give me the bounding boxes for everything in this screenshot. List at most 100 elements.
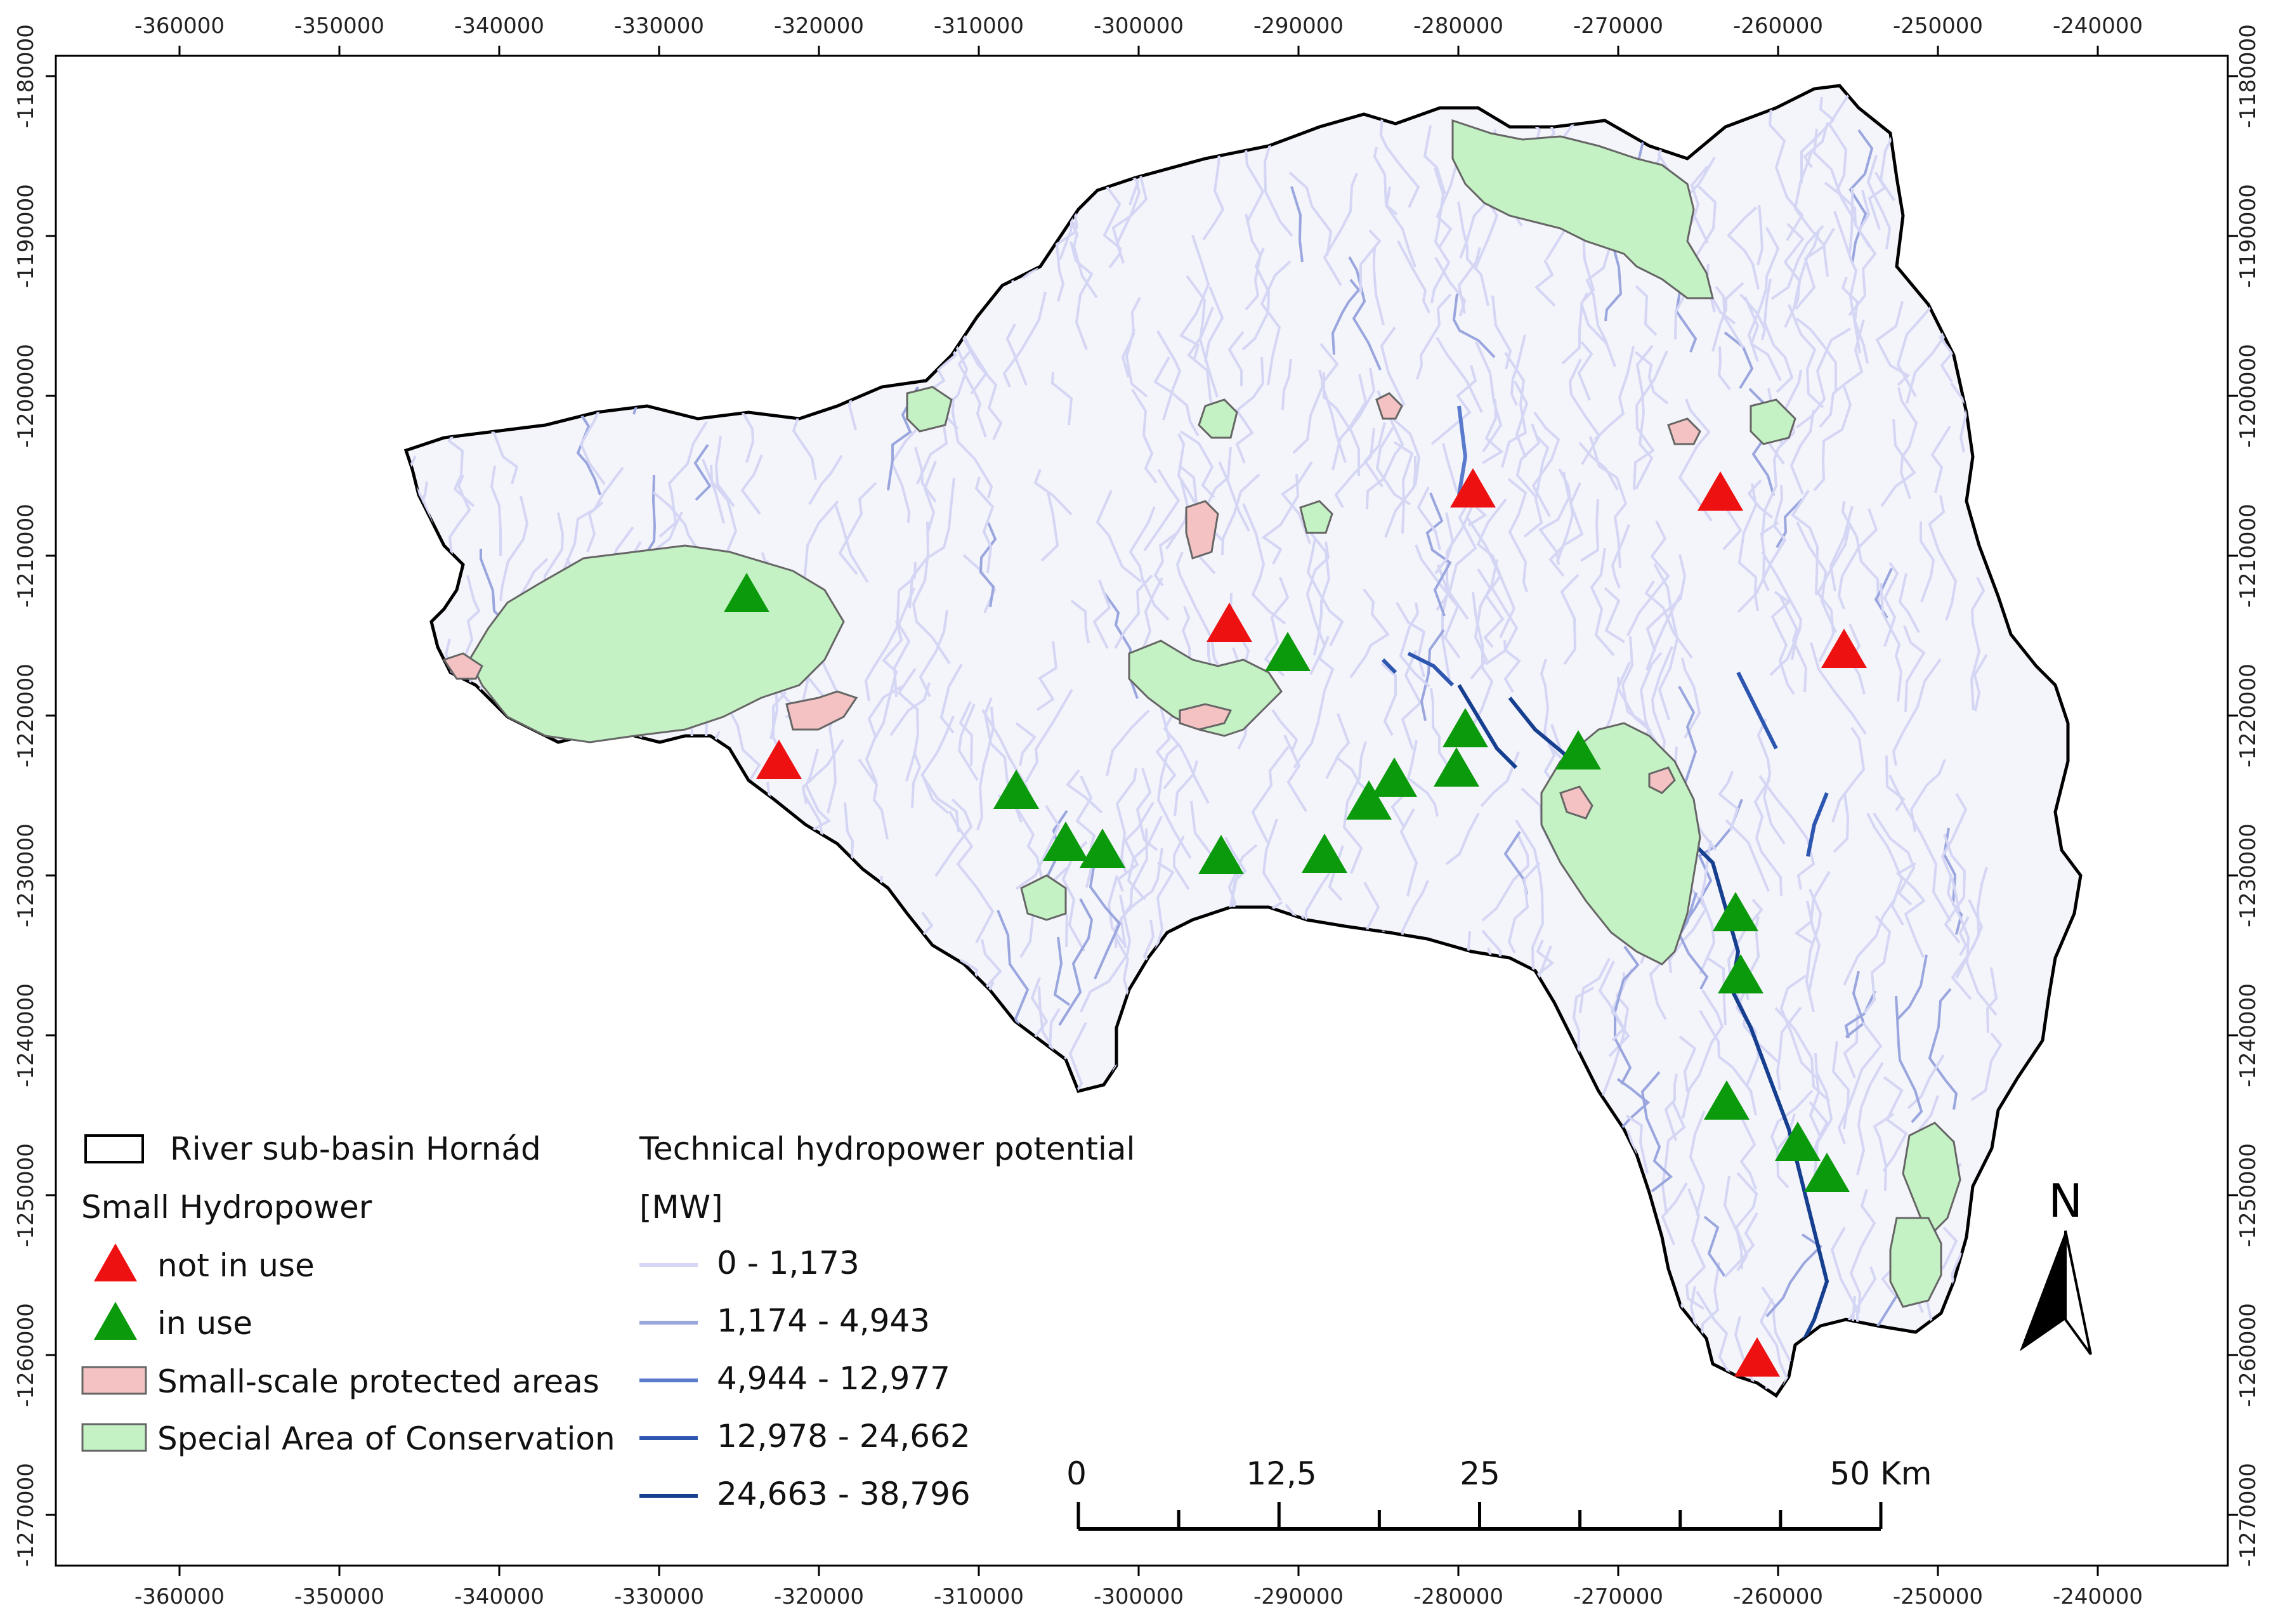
- river-segment: [1060, 1163, 1080, 1224]
- river-segment: [1651, 646, 1673, 770]
- river-segment: [1261, 473, 1300, 565]
- river-segment: [578, 823, 618, 917]
- river-segment: [1589, 436, 1628, 568]
- river-segment: [1464, 591, 1494, 740]
- river-segment: [668, 1042, 685, 1099]
- river-segment: [1580, 499, 1600, 562]
- protected-area-2: [785, 690, 858, 731]
- river-segment: [1390, 1087, 1421, 1219]
- river-segment: [792, 413, 817, 480]
- river-segment: [1598, 960, 1626, 1042]
- river-segment: [1373, 147, 1398, 216]
- river-segment: [1092, 579, 1111, 649]
- river-segment: [782, 275, 822, 357]
- x-tick-label-top: -260000: [1733, 13, 1823, 39]
- river-segment: [1264, 577, 1290, 677]
- river-segment: [838, 481, 877, 575]
- river-segment: [1037, 1382, 1061, 1396]
- river-segment: [650, 988, 667, 1051]
- river-segment: [1135, 768, 1158, 851]
- legend-class-label: 1,174 - 4,943: [717, 1302, 930, 1339]
- red-triangle-icon: [1698, 471, 1743, 511]
- green-triangle-icon: [1555, 730, 1601, 769]
- river-segment: [1262, 818, 1282, 901]
- x-tick-label-top: -340000: [454, 13, 544, 39]
- river-segment: [911, 751, 922, 809]
- river-segment: [1717, 346, 1731, 391]
- green-triangle-icon: [1804, 1153, 1850, 1192]
- river-segment: [1281, 461, 1313, 544]
- river-segment: [1758, 775, 1815, 890]
- river-segment: [659, 235, 694, 334]
- river-segment: [1397, 240, 1430, 313]
- river-segment: [1173, 835, 1190, 891]
- river-segment: [1129, 1344, 1165, 1392]
- legend-hydropower-heading: Small Hydropower: [81, 1189, 372, 1226]
- river-segment: [1903, 625, 1926, 712]
- y-tick-label-right: -1250000: [2235, 1143, 2261, 1247]
- river-segment: [1217, 1127, 1251, 1227]
- river-segment: [1795, 317, 1837, 393]
- river-segment: [1412, 1086, 1440, 1186]
- legend-protected-swatch: [81, 1366, 147, 1395]
- river-segment: [1585, 246, 1616, 367]
- river-segment: [843, 313, 875, 353]
- river-segment: [1401, 986, 1429, 1047]
- river-segment: [619, 306, 634, 395]
- river-segment: [1793, 231, 1820, 309]
- river-segment: [1251, 1025, 1290, 1134]
- river-segment: [530, 926, 558, 1051]
- river-segment: [1157, 1212, 1195, 1270]
- river-segment: [858, 758, 889, 840]
- river-segment: [1332, 1152, 1364, 1249]
- river-segment: [1484, 1171, 1514, 1264]
- river-segment: [1115, 768, 1137, 874]
- river-segment: [907, 1247, 929, 1309]
- river-segment: [1548, 1108, 1565, 1217]
- river-segment: [1873, 812, 1916, 906]
- river-segment: [1955, 867, 1988, 979]
- river-segment: [1384, 456, 1416, 538]
- x-tick-label-top: -240000: [2053, 13, 2143, 39]
- river-segment: [1554, 1169, 1573, 1218]
- x-tick-label-bottom: -310000: [934, 1584, 1024, 1609]
- protected-area-6: [1648, 766, 1676, 794]
- river-segment: [1130, 1385, 1151, 1396]
- river-segment: [1507, 861, 1541, 953]
- river-segment: [1718, 771, 1739, 831]
- legend-potential-classes: 0 - 1,173 1,174 - 4,943 4,944 - 12,977 12,9…: [639, 1245, 971, 1512]
- river-segment: [952, 1026, 981, 1140]
- river-segment: [934, 798, 973, 877]
- river-segment: [1301, 971, 1345, 1092]
- sac-area-south: [1889, 1217, 1942, 1308]
- river-segment: [1924, 140, 1956, 244]
- river-segment: [808, 454, 843, 506]
- river-segment: [800, 203, 821, 257]
- protected-area-1: [442, 652, 483, 680]
- river-segment: [1481, 1346, 1500, 1396]
- coordinate-ticks: -360000 -360000 -350000 -350000 -340000 -3400…: [13, 13, 2261, 1609]
- x-tick-label-top: -360000: [134, 13, 225, 39]
- river-segment: [1568, 358, 1601, 466]
- river-segment: [505, 171, 532, 223]
- river-segment: [1699, 1009, 1757, 1116]
- river-segment: [858, 131, 902, 181]
- river-segment: [1306, 539, 1344, 646]
- protected-area-7: [1667, 417, 1701, 445]
- river-segment: [1347, 367, 1376, 432]
- river-segment: [1321, 1075, 1345, 1136]
- river-segment: [1350, 1218, 1382, 1306]
- river-segment: [599, 105, 634, 181]
- river-segment: [1325, 1285, 1371, 1389]
- river-segment: [1837, 1021, 1883, 1144]
- river-segment: [919, 1224, 945, 1276]
- river-segment: [967, 1248, 997, 1315]
- river-segment: [1089, 863, 1122, 979]
- river-segment: [1534, 259, 1556, 307]
- river-segment: [1441, 1367, 1461, 1396]
- scale-bar-ticks: [1076, 1502, 1883, 1531]
- river-segment: [1920, 138, 1956, 219]
- sac-area-small-1: [1020, 874, 1067, 921]
- river-segment: [1204, 286, 1224, 362]
